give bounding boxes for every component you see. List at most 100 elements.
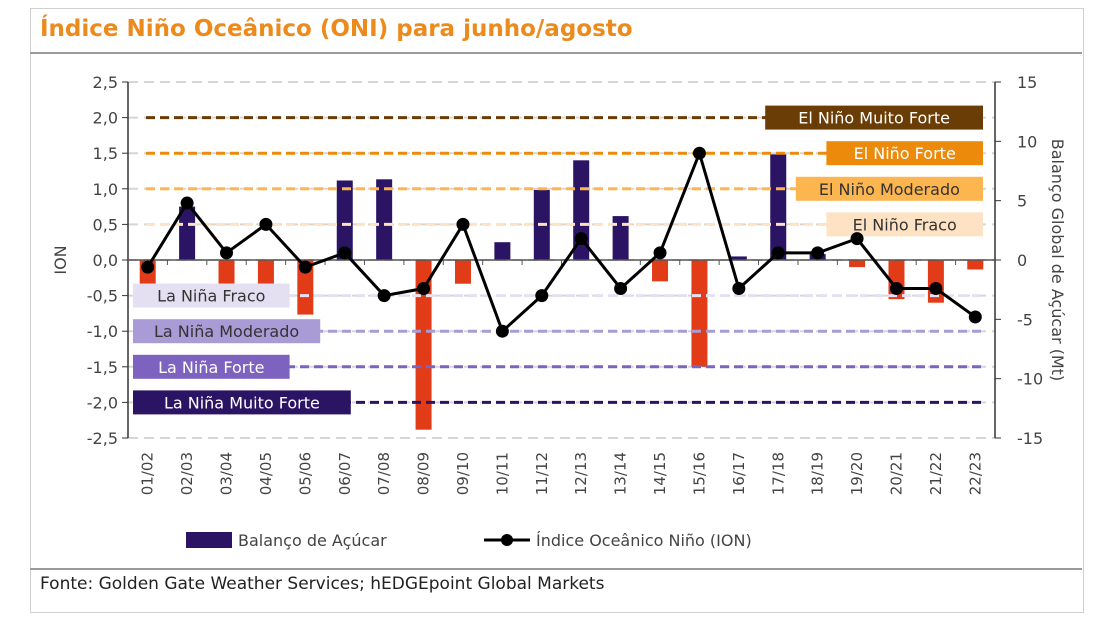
y-tick-label: 0,0 bbox=[93, 251, 118, 270]
oni-point-15/16 bbox=[692, 146, 706, 160]
bar-17/18 bbox=[770, 154, 787, 260]
oni-line bbox=[146, 148, 977, 334]
threshold-label: La Niña Fraco bbox=[157, 287, 265, 306]
threshold-label: El Niño Muito Forte bbox=[798, 109, 950, 128]
oni-point-08/09 bbox=[417, 281, 431, 295]
y-tick-label: 1,5 bbox=[93, 144, 118, 163]
y2-tick-label: 5 bbox=[1017, 192, 1027, 211]
y-tick-label: -2,5 bbox=[87, 429, 118, 448]
threshold-label-box bbox=[795, 176, 983, 201]
chart-border bbox=[30, 8, 1084, 613]
y-tick-label: -1,5 bbox=[87, 358, 118, 377]
x-tick-label: 10/11 bbox=[493, 452, 511, 495]
bar-06/07 bbox=[336, 180, 353, 260]
title-divider bbox=[30, 52, 1082, 54]
threshold-label: El Niño Moderado bbox=[819, 180, 960, 199]
chart-title: Índice Niño Oceânico (ONI) para junho/ag… bbox=[40, 16, 633, 42]
oni-point-18/19 bbox=[811, 246, 825, 260]
y-axis-label: ION bbox=[51, 245, 70, 274]
oni-point-09/10 bbox=[456, 217, 470, 231]
threshold-label-box bbox=[826, 141, 983, 166]
oni-point-14/15 bbox=[653, 246, 667, 260]
y-tick-label: 1,0 bbox=[93, 180, 118, 199]
bar-07/08 bbox=[376, 179, 393, 260]
x-tick-label: 18/19 bbox=[809, 452, 827, 495]
x-tick-label: 09/10 bbox=[454, 452, 472, 495]
oni-point-02/03 bbox=[180, 196, 194, 210]
oni-point-06/07 bbox=[338, 246, 352, 260]
y-tick-label: 2,0 bbox=[93, 109, 118, 128]
x-tick-label: 12/13 bbox=[572, 452, 590, 495]
bar-03/04 bbox=[218, 260, 235, 284]
footer-divider bbox=[30, 568, 1082, 570]
y-tick-label: 2,5 bbox=[93, 73, 118, 92]
threshold-label-box bbox=[133, 283, 290, 308]
threshold-label-box bbox=[765, 105, 983, 130]
y2-axis-label: Balanço Global de Açúcar (Mt) bbox=[1048, 139, 1067, 381]
y-tick-label: -2,0 bbox=[87, 393, 118, 412]
threshold-label-box bbox=[133, 319, 321, 344]
y2-tick-label: -5 bbox=[1017, 310, 1033, 329]
threshold-label: El Niño Forte bbox=[854, 144, 956, 163]
y-tick-label: -0,5 bbox=[87, 287, 118, 306]
y2-tick-label: -15 bbox=[1017, 429, 1043, 448]
legend-bar-label: Balanço de Açúcar bbox=[238, 531, 387, 550]
y2-tick-label: 0 bbox=[1017, 251, 1027, 270]
x-tick-label: 07/08 bbox=[375, 452, 393, 495]
bar-16/17 bbox=[730, 256, 747, 260]
bar-04/05 bbox=[257, 260, 274, 284]
y-tick-label: -1,0 bbox=[87, 322, 118, 341]
x-tick-label: 03/04 bbox=[218, 452, 236, 495]
x-tick-label: 19/20 bbox=[848, 452, 866, 495]
threshold-label: La Niña Forte bbox=[158, 358, 264, 377]
x-tick-label: 02/03 bbox=[178, 452, 196, 495]
oni-point-10/11 bbox=[495, 324, 509, 338]
oni-point-17/18 bbox=[771, 246, 785, 260]
bar-22/23 bbox=[967, 260, 984, 270]
threshold-label: El Niño Fraco bbox=[853, 215, 957, 234]
oni-point-05/06 bbox=[298, 260, 312, 274]
source-note: Fonte: Golden Gate Weather Services; hED… bbox=[40, 574, 605, 594]
y2-tick-label: 10 bbox=[1017, 132, 1037, 151]
bar-19/20 bbox=[849, 260, 866, 268]
legend-line-marker bbox=[501, 534, 513, 546]
x-tick-label: 01/02 bbox=[139, 452, 157, 495]
x-tick-label: 16/17 bbox=[730, 452, 748, 495]
oni-point-07/08 bbox=[377, 289, 391, 303]
oni-point-12/13 bbox=[574, 232, 588, 246]
bar-15/16 bbox=[691, 260, 708, 367]
x-tick-label: 11/12 bbox=[533, 452, 551, 495]
x-tick-label: 04/05 bbox=[257, 452, 275, 495]
threshold-label: La Niña Moderado bbox=[154, 322, 299, 341]
x-tick-label: 20/21 bbox=[887, 452, 905, 495]
legend-line-label: Índice Oceânico Niño (ION) bbox=[536, 531, 752, 550]
oni-point-20/21 bbox=[889, 281, 903, 295]
threshold-label: La Niña Muito Forte bbox=[164, 393, 320, 412]
y2-tick-label: -10 bbox=[1017, 370, 1043, 389]
x-tick-label: 06/07 bbox=[336, 452, 354, 495]
x-tick-label: 08/09 bbox=[415, 452, 433, 495]
threshold-label-box bbox=[133, 354, 290, 379]
bar-08/09 bbox=[415, 260, 432, 430]
legend-bar-swatch bbox=[186, 532, 232, 548]
oni-point-16/17 bbox=[732, 281, 746, 295]
oni-point-19/20 bbox=[850, 232, 864, 246]
oni-point-11/12 bbox=[535, 289, 549, 303]
bar-02/03 bbox=[179, 206, 196, 260]
bar-13/14 bbox=[612, 216, 629, 260]
x-tick-label: 15/16 bbox=[690, 452, 708, 495]
oni-point-22/23 bbox=[968, 310, 982, 324]
bar-05/06 bbox=[297, 260, 314, 315]
x-tick-label: 13/14 bbox=[612, 452, 630, 495]
oni-point-13/14 bbox=[614, 281, 628, 295]
x-tick-label: 22/23 bbox=[966, 452, 984, 495]
x-tick-label: 14/15 bbox=[651, 452, 669, 495]
oni-point-01/02 bbox=[141, 260, 155, 274]
oni-point-04/05 bbox=[259, 217, 273, 231]
threshold-label-box bbox=[826, 212, 983, 237]
bar-09/10 bbox=[454, 260, 471, 284]
oni-point-03/04 bbox=[220, 246, 234, 260]
x-tick-label: 21/22 bbox=[927, 452, 945, 495]
